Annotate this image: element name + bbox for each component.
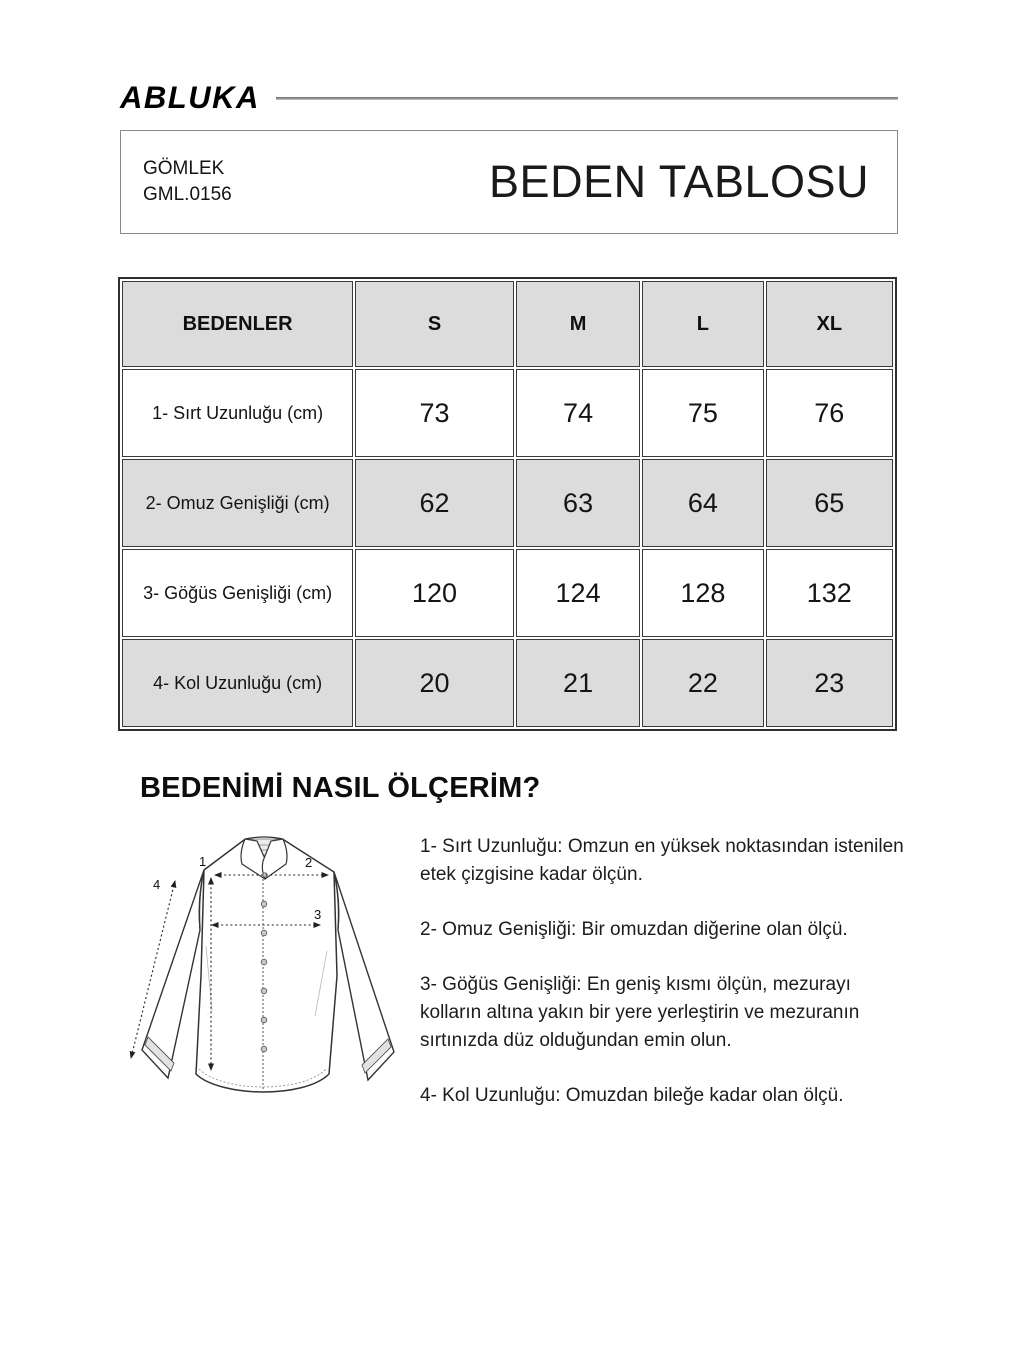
cell-value: 73: [355, 369, 514, 457]
cell-value: 22: [642, 639, 764, 727]
page-title: BEDEN TABLOSU: [489, 156, 869, 207]
cell-value: 20: [355, 639, 514, 727]
instruction-sleeve-length: 4- Kol Uzunluğu: Omuzdan bileğe kadar ol…: [420, 1085, 844, 1106]
row-label: 4- Kol Uzunluğu (cm): [122, 639, 354, 727]
shirt-armhole-seam-left: [198, 869, 205, 931]
diagram-label-1: 1: [199, 854, 206, 869]
diagram-label-4: 4: [153, 877, 160, 892]
column-header-l: L: [642, 281, 764, 367]
shirt-hem-stitch: [198, 1068, 327, 1088]
column-header-xl: XL: [765, 281, 893, 367]
diagram-label-2: 2: [305, 855, 312, 870]
table-header-row: BEDENLER S M L XL: [122, 281, 893, 367]
cell-value: 23: [765, 639, 893, 727]
cell-value: 64: [642, 459, 764, 547]
measure-arrow-sleeve-length: [129, 880, 177, 1059]
cell-value: 124: [515, 549, 641, 637]
row-label: 3- Göğüs Genişliği (cm): [122, 549, 354, 637]
brand-header: ABLUKA: [120, 80, 898, 114]
instruction-back-length: 1- Sırt Uzunluğu: Omzun en yüksek noktas…: [420, 836, 904, 885]
cell-value: 63: [515, 459, 641, 547]
instruction-chest-width: 3- Göğüs Genişliği: En geniş kısmı ölçün…: [420, 974, 860, 1051]
cell-value: 120: [355, 549, 514, 637]
product-info: GÖMLEK GML.0156: [143, 156, 232, 208]
shirt-collar-right: [261, 838, 288, 880]
cell-value: 65: [765, 459, 893, 547]
measure-instructions: 1- Sırt Uzunluğu: Omzun en yüksek noktas…: [420, 833, 914, 1137]
product-type: GÖMLEK: [143, 158, 225, 179]
diagram-label-3: 3: [314, 907, 321, 922]
shirt-collar-top-edge: [244, 836, 284, 840]
instruction-shoulder-width: 2- Omuz Genişliği: Bir omuzdan diğerine …: [420, 919, 848, 940]
shirt-measurement-diagram: 1 2 3 4: [129, 836, 395, 1093]
shirt-crease-right: [314, 950, 328, 1017]
cell-value: 21: [515, 639, 641, 727]
cell-value: 128: [642, 549, 764, 637]
column-header-s: S: [355, 281, 514, 367]
column-header-m: M: [515, 281, 641, 367]
table-row: 2- Omuz Genişliği (cm) 62 63 64 65: [122, 459, 893, 547]
shirt-right-cuff-band: [361, 1038, 392, 1074]
shirt-armhole-seam-right: [333, 871, 340, 931]
brand-divider-line: [275, 96, 898, 100]
cell-value: 74: [515, 369, 641, 457]
table-row: 1- Sırt Uzunluğu (cm) 73 74 75 76: [122, 369, 893, 457]
cell-value: 76: [765, 369, 893, 457]
cell-value: 132: [765, 549, 893, 637]
cell-value: 62: [355, 459, 514, 547]
cell-value: 75: [642, 369, 764, 457]
measure-section-heading: BEDENİMİ NASIL ÖLÇERİM?: [140, 772, 541, 804]
brand-logo: ABLUKA: [120, 79, 260, 115]
table-row: 4- Kol Uzunluğu (cm) 20 21 22 23: [122, 639, 893, 727]
header-box: GÖMLEK GML.0156 BEDEN TABLOSU: [120, 130, 898, 234]
shirt-body: [195, 839, 338, 1093]
product-code: GML.0156: [143, 184, 232, 205]
table-row: 3- Göğüs Genişliği (cm) 120 124 128 132: [122, 549, 893, 637]
column-header-sizes: BEDENLER: [122, 281, 354, 367]
row-label: 2- Omuz Genişliği (cm): [122, 459, 354, 547]
shirt-buttons: [260, 900, 268, 1053]
size-table: BEDENLER S M L XL 1- Sırt Uzunluğu (cm) …: [118, 277, 897, 731]
row-label: 1- Sırt Uzunluğu (cm): [122, 369, 354, 457]
